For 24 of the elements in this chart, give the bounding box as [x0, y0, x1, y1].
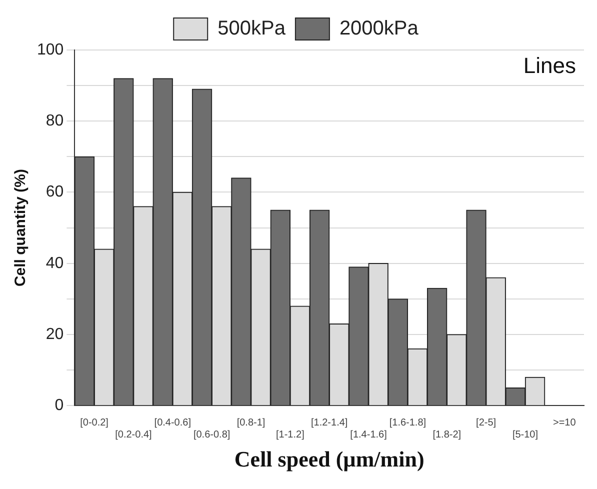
legend-label: 500kPa	[218, 18, 286, 40]
annotation: Lines	[523, 53, 576, 78]
x-tick-label: [5-10]	[512, 429, 538, 440]
x-tick-label: [1.4-1.6]	[350, 429, 388, 440]
legend-label: 2000kPa	[339, 18, 420, 40]
y-tick-label: 80	[46, 112, 64, 130]
x-tick-label: [0.8-1]	[236, 417, 266, 428]
x-axis-title: Cell speed (µm/min)	[234, 446, 424, 472]
x-tick-label: [0.6-0.8]	[193, 429, 230, 440]
y-tick-label: 100	[36, 41, 64, 58]
x-tick-label: [1-1.2]	[276, 429, 305, 440]
y-tick-label: 40	[46, 254, 64, 272]
x-tick-label: [0.4-0.6]	[154, 417, 192, 428]
y-tick-label: 60	[46, 184, 64, 201]
x-tick-label: [0-0.2]	[80, 417, 109, 428]
x-tick-label: [0.2-0.4]	[115, 429, 152, 440]
x-tick-label: [2-5]	[476, 417, 496, 428]
x-tick-label: [1.6-1.8]	[389, 417, 426, 428]
y-tick-label: 20	[46, 326, 64, 343]
x-tick-label: [1.8-2]	[432, 429, 462, 440]
x-tick-label: >=10	[553, 417, 576, 428]
x-tick-label: [1.2-1.4]	[310, 417, 348, 428]
y-tick-label: 0	[54, 397, 64, 414]
y-axis-title: Cell quantity (%)	[12, 169, 30, 287]
